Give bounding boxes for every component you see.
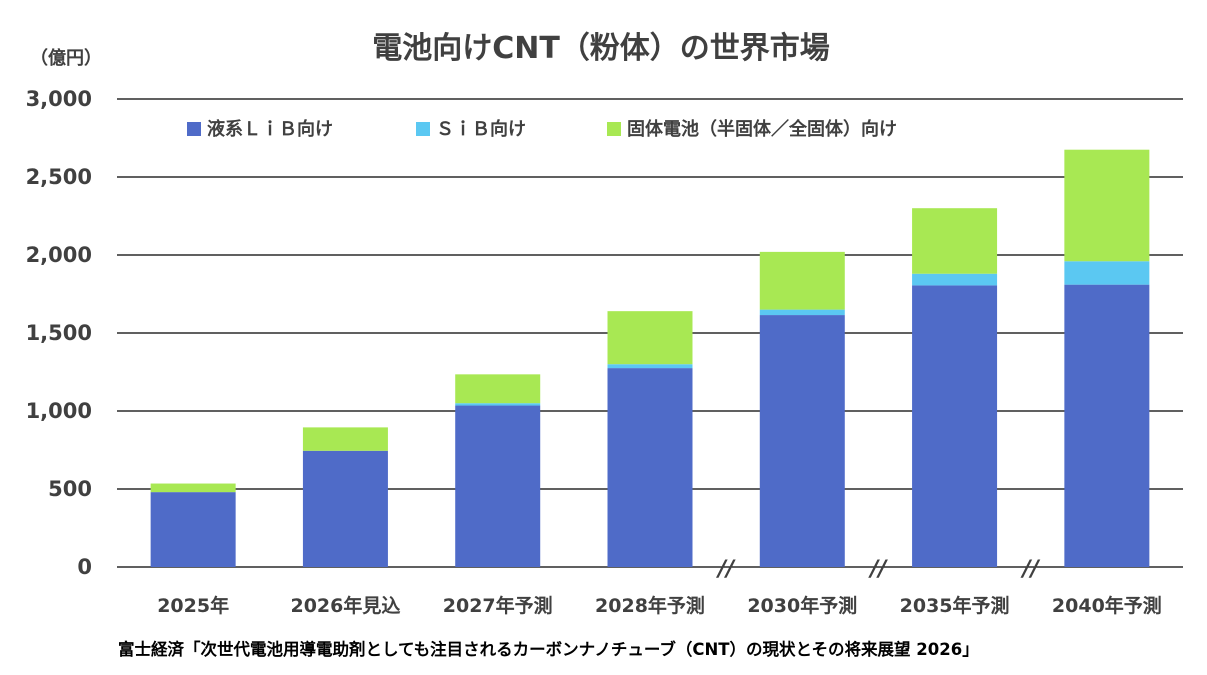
legend-swatch — [607, 122, 621, 136]
y-tick-label: 0 — [77, 555, 92, 579]
axis-breaks: // // // — [715, 557, 1041, 582]
axis-break-mark: // — [867, 557, 888, 582]
y-axis-unit-label: （億円） — [30, 47, 102, 69]
bar-segment — [150, 492, 236, 567]
y-tick-label: 1,000 — [26, 399, 92, 423]
x-tick-label: 2027年予測 — [443, 594, 553, 617]
y-tick-label: 500 — [48, 477, 92, 501]
y-tick-label: 3,000 — [26, 87, 92, 111]
bar-segment — [912, 208, 998, 274]
bar-segment — [607, 311, 693, 365]
chart-title: 電池向けCNT（粉体）の世界市場 — [372, 31, 830, 66]
bar-segment — [150, 483, 236, 493]
bar-segment — [455, 405, 541, 567]
bar-segment — [759, 309, 845, 316]
legend-swatch — [187, 122, 201, 136]
x-tick-label: 2026年見込 — [290, 594, 400, 617]
bar-segment — [912, 285, 998, 567]
bars — [150, 149, 1150, 567]
legend-label: 液系ＬｉＢ向け — [207, 118, 333, 140]
bar-segment — [1064, 284, 1150, 567]
bar-segment — [455, 374, 541, 404]
y-tick-label: 1,500 — [26, 321, 92, 345]
bar-segment — [302, 427, 388, 451]
bar-segment — [1064, 261, 1150, 285]
y-axis-ticks: 0 500 1,000 1,500 2,000 2,500 3,000 — [26, 87, 92, 579]
x-tick-label: 2025年 — [157, 594, 229, 617]
bar-segment — [455, 403, 541, 406]
legend: 液系ＬｉＢ向け ＳｉＢ向け 固体電池（半固体／全固体）向け — [187, 118, 897, 140]
bar-segment — [302, 450, 388, 567]
legend-label: ＳｉＢ向け — [436, 118, 526, 140]
x-tick-label: 2028年予測 — [595, 594, 705, 617]
axis-break-mark: // — [1020, 557, 1041, 582]
legend-swatch — [416, 122, 430, 136]
x-axis-ticks: 2025年 2026年見込 2027年予測 2028年予測 2030年予測 2035年予測… — [157, 594, 1162, 617]
axis-break-mark: // — [715, 557, 736, 582]
y-tick-label: 2,000 — [26, 243, 92, 267]
source-note: 富士経済「次世代電池用導電助剤としても注目されるカーボンナノチューブ（CNT）の… — [118, 639, 979, 659]
x-tick-label: 2030年予測 — [747, 594, 857, 617]
bar-segment — [1064, 149, 1150, 262]
bar-segment — [759, 251, 845, 310]
legend-label: 固体電池（半固体／全固体）向け — [627, 118, 897, 140]
bar-segment — [912, 273, 998, 286]
bar-segment — [759, 315, 845, 567]
y-tick-label: 2,500 — [26, 165, 92, 189]
x-tick-label: 2035年予測 — [900, 594, 1010, 617]
bar-segment — [607, 368, 693, 567]
x-tick-label: 2040年予測 — [1052, 594, 1162, 617]
bar-segment — [607, 364, 693, 369]
